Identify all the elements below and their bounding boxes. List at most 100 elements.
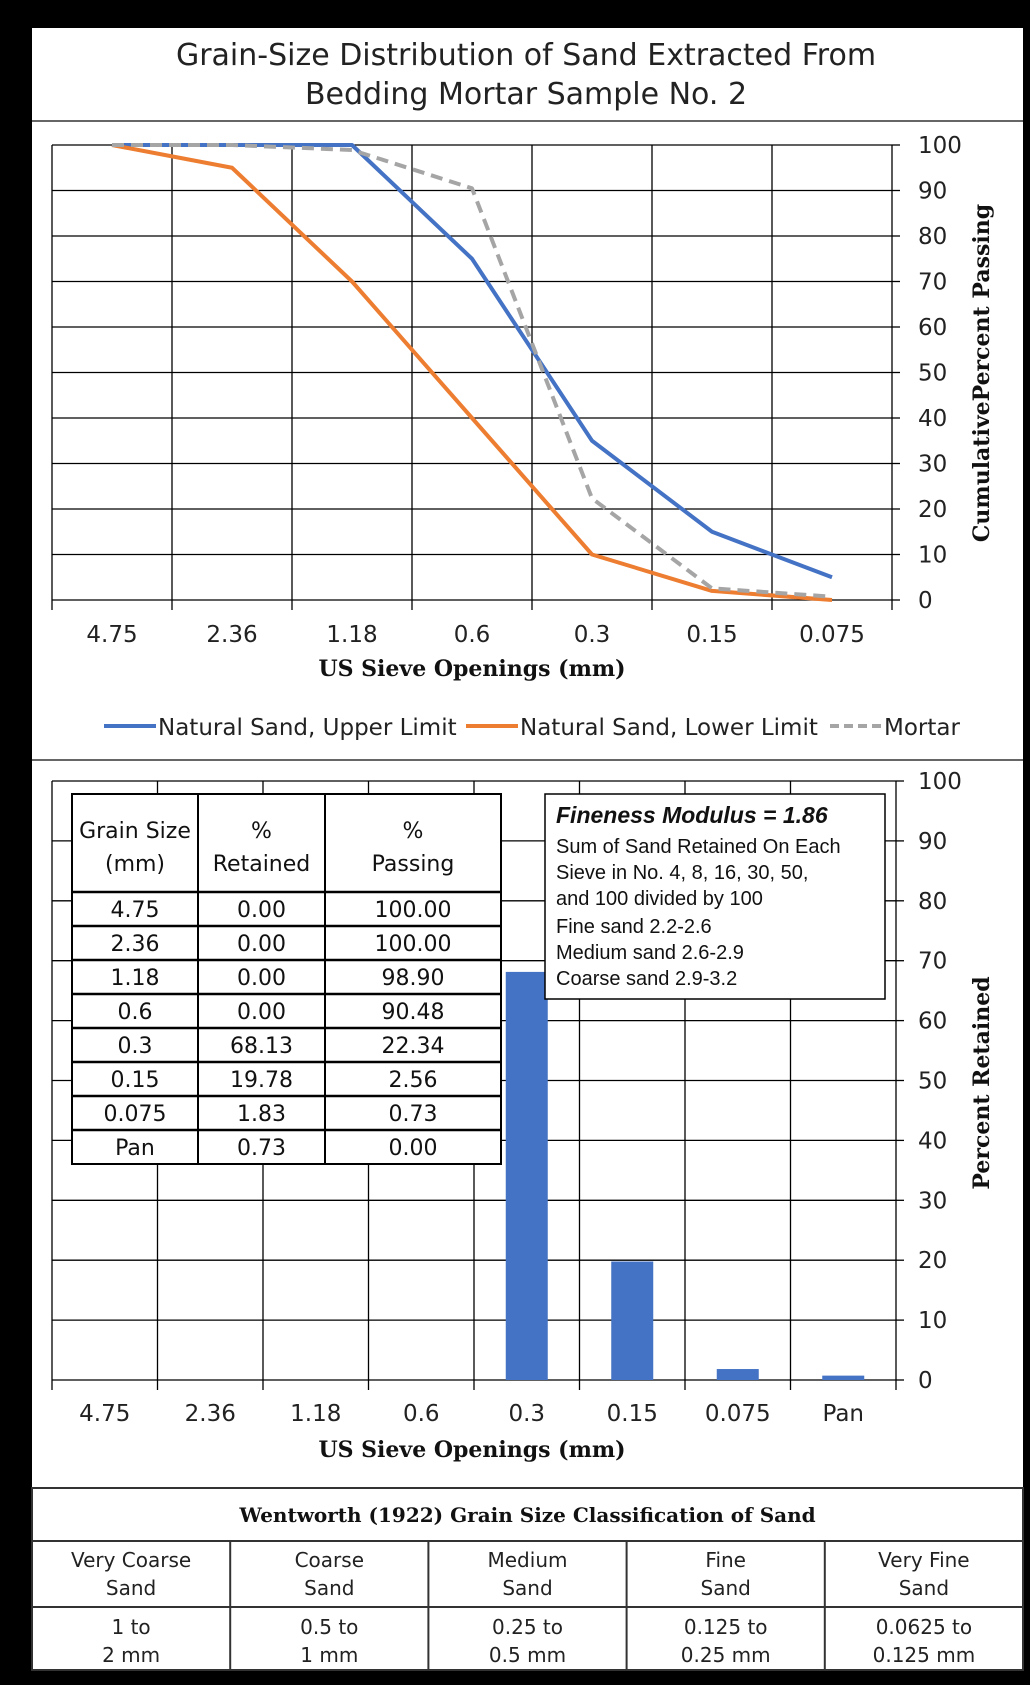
table-cell: 0.00 (237, 1000, 286, 1025)
wentworth-size-range: 0.125 mm (873, 1643, 976, 1667)
line-ytick-label: 30 (918, 452, 947, 478)
table-border (71, 793, 502, 1165)
fm-description: Sieve in No. 4, 8, 16, 30, 50, (556, 862, 808, 884)
fm-description: Sum of Sand Retained On Each (556, 836, 841, 858)
bar-xtick-label: 2.36 (185, 1401, 236, 1427)
wentworth-size-range: 0.25 to (492, 1615, 563, 1639)
figure-title: Grain-Size Distribution of Sand Extracte… (176, 38, 876, 112)
table-cell: 0.15 (111, 1068, 160, 1093)
bar-ytick-label: 80 (918, 889, 947, 915)
wentworth-class-name: Coarse (295, 1548, 364, 1572)
table-cell: 100.00 (375, 898, 452, 923)
bar-xtick-label: 0.15 (607, 1401, 658, 1427)
table-cell: 0.73 (237, 1136, 286, 1161)
bar-ytick-label: 50 (918, 1069, 947, 1095)
fm-box-border (544, 793, 886, 1000)
wentworth-class-name: Very Coarse (71, 1548, 191, 1572)
bar-ytick-label: 70 (918, 949, 947, 975)
bar-ytick-label: 0 (918, 1368, 933, 1394)
fm-range: Medium sand 2.6-2.9 (556, 942, 744, 964)
line-ytick-label: 10 (918, 543, 947, 569)
bar-xtick-label: 0.3 (508, 1401, 545, 1427)
fineness-modulus-box: Fineness Modulus = 1.86 Sum of Sand Retai… (544, 793, 886, 1000)
wentworth-border (31, 1487, 1024, 1671)
table-cell: 100.00 (375, 932, 452, 957)
table-cell: 98.90 (382, 966, 445, 991)
table-cell: 0.00 (237, 898, 286, 923)
table-cell: Pan (115, 1136, 155, 1161)
series-line-mortar (112, 143, 833, 599)
bar-xtick-label: 4.75 (79, 1401, 130, 1427)
table-header: Retained (213, 852, 311, 877)
line-ytick-label: 80 (918, 224, 947, 250)
title-line-2: Bedding Mortar Sample No. 2 (305, 77, 747, 112)
bar-ytick-label: 100 (918, 769, 962, 795)
table-cell: 0.00 (237, 966, 286, 991)
table-cell: 68.13 (230, 1034, 293, 1059)
bar-0_15 (611, 1261, 654, 1380)
legend-label: Natural Sand, Lower Limit (520, 715, 818, 741)
table-cell: 0.00 (389, 1136, 438, 1161)
table-header: % (251, 819, 272, 844)
wentworth-class-name: Sand (701, 1576, 751, 1600)
wentworth-size-range: 0.5 mm (489, 1643, 566, 1667)
legend-label: Natural Sand, Upper Limit (158, 715, 457, 741)
bar-x-axis-title: US Sieve Openings (mm) (318, 1437, 625, 1463)
series-line-natural-sand-lower-limit (111, 143, 833, 602)
bar-xtick-label: 0.6 (403, 1401, 440, 1427)
bar-xtick-label: 1.18 (290, 1401, 341, 1427)
wentworth-title: Wentworth (1922) Grain Size Classificati… (238, 1503, 815, 1527)
line-xtick-label: 0.075 (799, 622, 865, 648)
line-ytick-label: 40 (918, 406, 947, 432)
table-cell: 0.00 (237, 932, 286, 957)
table-cell: 0.075 (104, 1102, 167, 1127)
line-ytick-label: 0 (918, 588, 933, 614)
table-cell: 90.48 (382, 1000, 445, 1025)
bar-0_075 (716, 1369, 759, 1380)
line-xtick-label: 4.75 (86, 622, 137, 648)
table-cell: 1.83 (237, 1102, 286, 1127)
bar-xtick-label: 0.075 (705, 1401, 771, 1427)
bar-Pan (822, 1375, 865, 1380)
line-ytick-label: 50 (918, 361, 947, 387)
line-y-axis-title: CumulativePercent Passing (969, 204, 995, 542)
wentworth-class-name: Sand (106, 1576, 156, 1600)
line-ytick-label: 100 (918, 133, 962, 159)
table-header: Passing (372, 852, 455, 877)
bar-ytick-label: 60 (918, 1009, 947, 1035)
table-cell: 1.18 (111, 966, 160, 991)
table-cell: 19.78 (230, 1068, 293, 1093)
bar-ytick-label: 90 (918, 829, 947, 855)
line-xtick-label: 1.18 (326, 622, 377, 648)
wentworth-class-name: Sand (304, 1576, 354, 1600)
sieve-data-table: Grain Size (mm)% Retained% Passing 4.75 0.00 1… (71, 793, 502, 1165)
bar-ytick-label: 30 (918, 1188, 947, 1214)
table-cell: 2.36 (111, 932, 160, 957)
line-x-axis-title: US Sieve Openings (mm) (318, 656, 625, 682)
line-xtick-label: 0.3 (574, 622, 611, 648)
bar-ytick-label: 20 (918, 1248, 947, 1274)
bar-xtick-label: Pan (822, 1401, 864, 1427)
fm-description: and 100 divided by 100 (556, 888, 763, 910)
bar-y-axis-title: Percent Retained (969, 976, 995, 1189)
table-cell: 0.3 (118, 1034, 153, 1059)
table-cell: 0.73 (389, 1102, 438, 1127)
wentworth-class-name: Sand (899, 1576, 949, 1600)
table-cell: 2.56 (389, 1068, 438, 1093)
line-ytick-label: 60 (918, 315, 947, 341)
wentworth-class-name: Very Fine (878, 1548, 969, 1572)
wentworth-size-range: 0.5 to (300, 1615, 358, 1639)
line-ytick-label: 70 (918, 270, 947, 296)
wentworth-size-range: 1 to (112, 1615, 151, 1639)
line-xtick-label: 2.36 (206, 622, 257, 648)
table-cell: 22.34 (382, 1034, 445, 1059)
wentworth-classification-table: Wentworth (1922) Grain Size Classificati… (31, 1487, 1024, 1671)
table-header: % (403, 819, 424, 844)
bar-ytick-label: 10 (918, 1308, 947, 1334)
wentworth-class-name: Medium (488, 1548, 568, 1572)
table-header: (mm) (105, 852, 165, 877)
fm-range: Coarse sand 2.9-3.2 (556, 968, 737, 990)
bar-0_3 (505, 971, 548, 1380)
legend-label: Mortar (884, 715, 960, 741)
